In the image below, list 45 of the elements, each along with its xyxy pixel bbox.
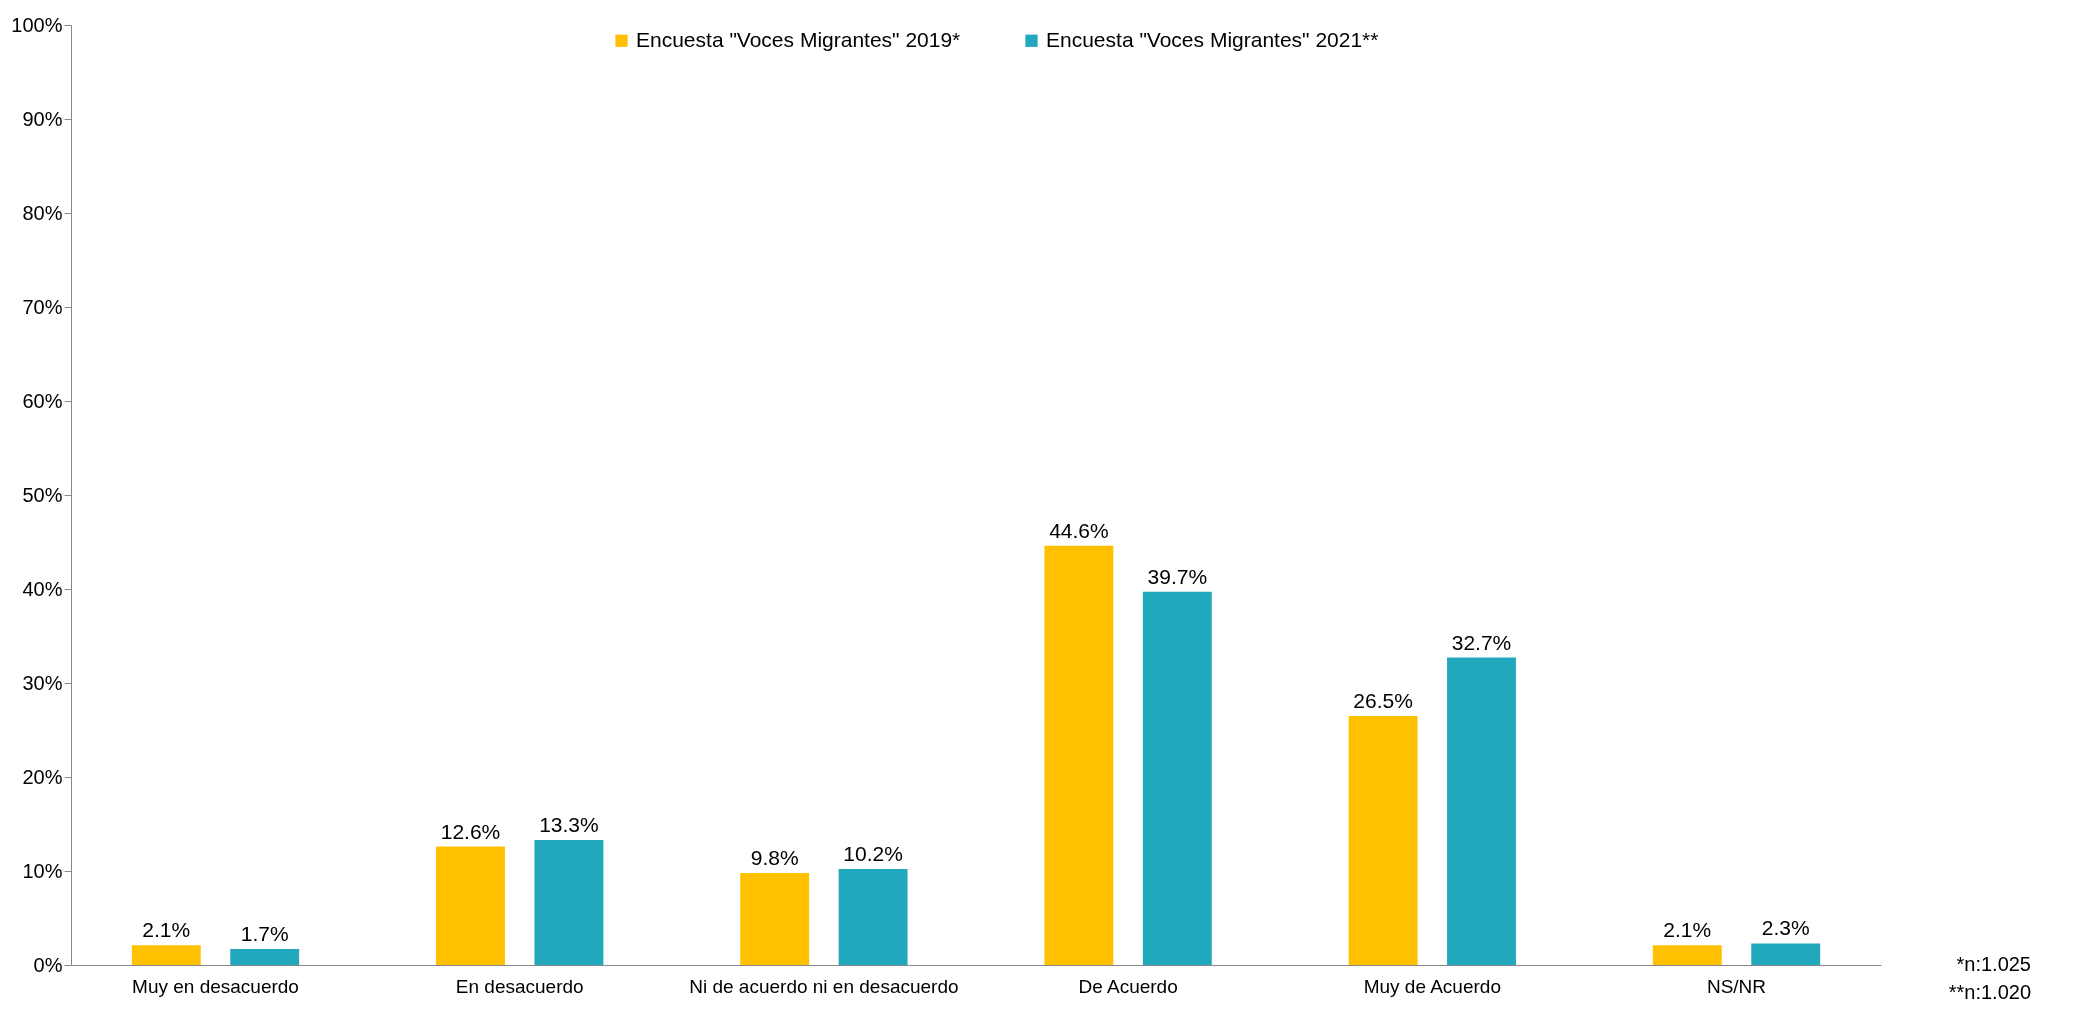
data-label: 9.8% (750, 845, 799, 869)
bar (1044, 545, 1114, 965)
y-tick-label: 90% (22, 107, 63, 130)
bar (230, 949, 300, 965)
data-label: 39.7% (1147, 564, 1208, 588)
bar (1142, 591, 1212, 965)
data-label: 2.3% (1761, 916, 1810, 940)
y-tick-label: 40% (22, 577, 63, 600)
data-label: 10.2% (843, 842, 903, 866)
bar (1348, 715, 1418, 965)
bar (838, 869, 908, 965)
legend-label: Encuesta "Voces Migrantes" 2019* (636, 27, 961, 51)
bar (1447, 657, 1516, 965)
y-tick-label: 0% (33, 953, 63, 976)
data-label: 44.6% (1049, 518, 1109, 542)
y-tick-label: 50% (22, 483, 63, 506)
text: **n:1.020 (1948, 981, 2031, 1003)
data-label: 12.6% (440, 819, 501, 843)
bar (1751, 943, 1821, 965)
legend-label: Encuesta "Voces Migrantes" 2021** (1046, 27, 1379, 51)
bar (534, 839, 604, 965)
y-tick-label: 20% (22, 765, 63, 788)
y-tick-label: 10% (22, 859, 63, 882)
x-tick-label: Muy en desacuerdo (132, 975, 299, 997)
data-label: 2.1% (142, 918, 191, 942)
data-label: 2.1% (1663, 918, 1712, 942)
y-tick-label: 30% (22, 671, 63, 694)
bar (1652, 945, 1722, 965)
bar (131, 945, 201, 965)
y-tick-label: 80% (22, 201, 63, 224)
data-label: 13.3% (539, 812, 599, 836)
x-tick-label: De Acuerdo (1078, 975, 1178, 997)
data-label: 26.5% (1353, 688, 1413, 712)
x-tick-label: NS/NR (1706, 975, 1767, 997)
data-label: 1.7% (240, 922, 289, 946)
x-tick-label: Ni de acuerdo ni en desacuerdo (689, 975, 959, 997)
x-tick-label: En desacuerdo (455, 975, 584, 997)
bar (740, 872, 810, 965)
bar (436, 846, 505, 965)
y-tick-label: 60% (22, 389, 63, 412)
x-tick-label: Muy de Acuerdo (1363, 975, 1501, 997)
y-tick-label: 100% (11, 13, 63, 36)
y-tick-label: 70% (22, 295, 63, 318)
text: *n:1.025 (1956, 953, 2031, 975)
data-label: 32.7% (1451, 630, 1512, 654)
